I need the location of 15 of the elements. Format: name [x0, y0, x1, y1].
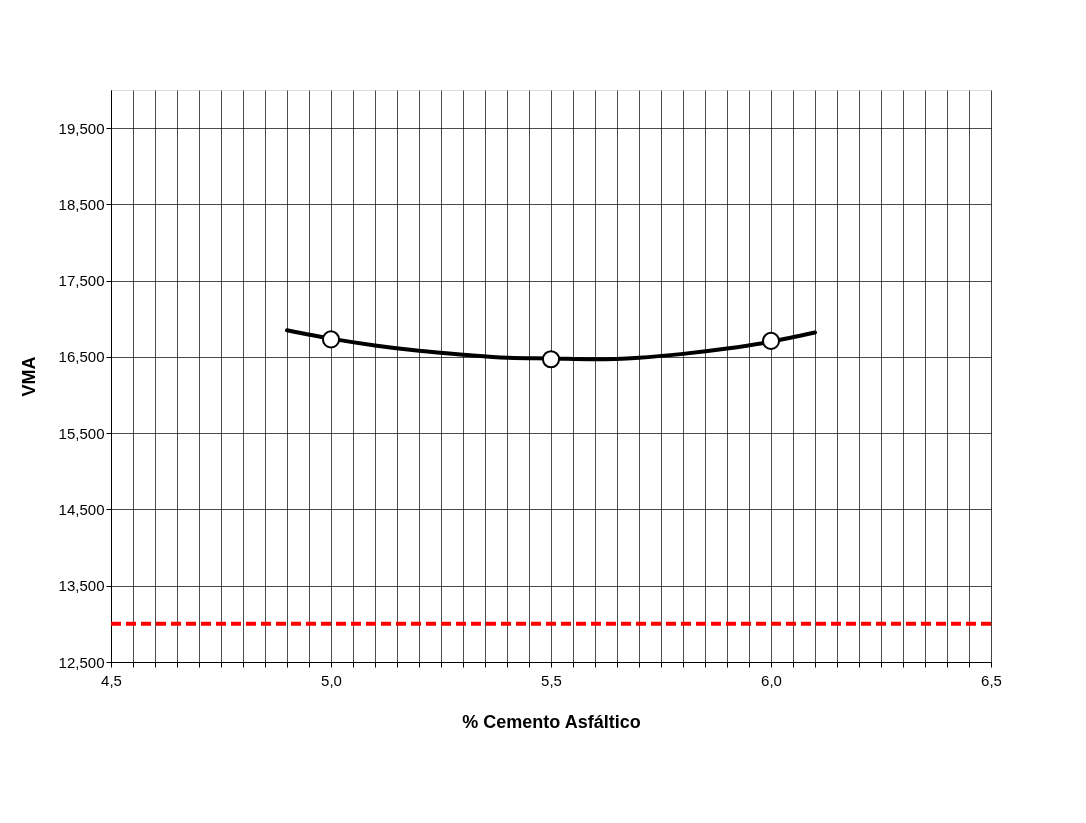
y-axis-title: VMA	[18, 356, 39, 397]
y-tick-label: 19,500	[58, 119, 105, 137]
x-tick-label: 6,0	[761, 671, 782, 689]
y-tick-label: 12,500	[58, 653, 105, 671]
x-tick-label: 6,5	[981, 671, 1002, 689]
y-tick-label: 16,500	[58, 348, 105, 366]
x-tick-label: 5,0	[321, 671, 342, 689]
y-tick-label: 14,500	[58, 500, 105, 518]
y-tick-label: 18,500	[58, 195, 105, 213]
x-tick-label: 5,5	[541, 671, 562, 689]
y-tick-label: 13,500	[58, 577, 105, 595]
x-axis-title: % Cemento Asfáltico	[462, 711, 641, 732]
x-tick-label: 4,5	[101, 671, 122, 689]
y-tick-label: 15,500	[58, 424, 105, 442]
y-tick-label: 17,500	[58, 272, 105, 290]
